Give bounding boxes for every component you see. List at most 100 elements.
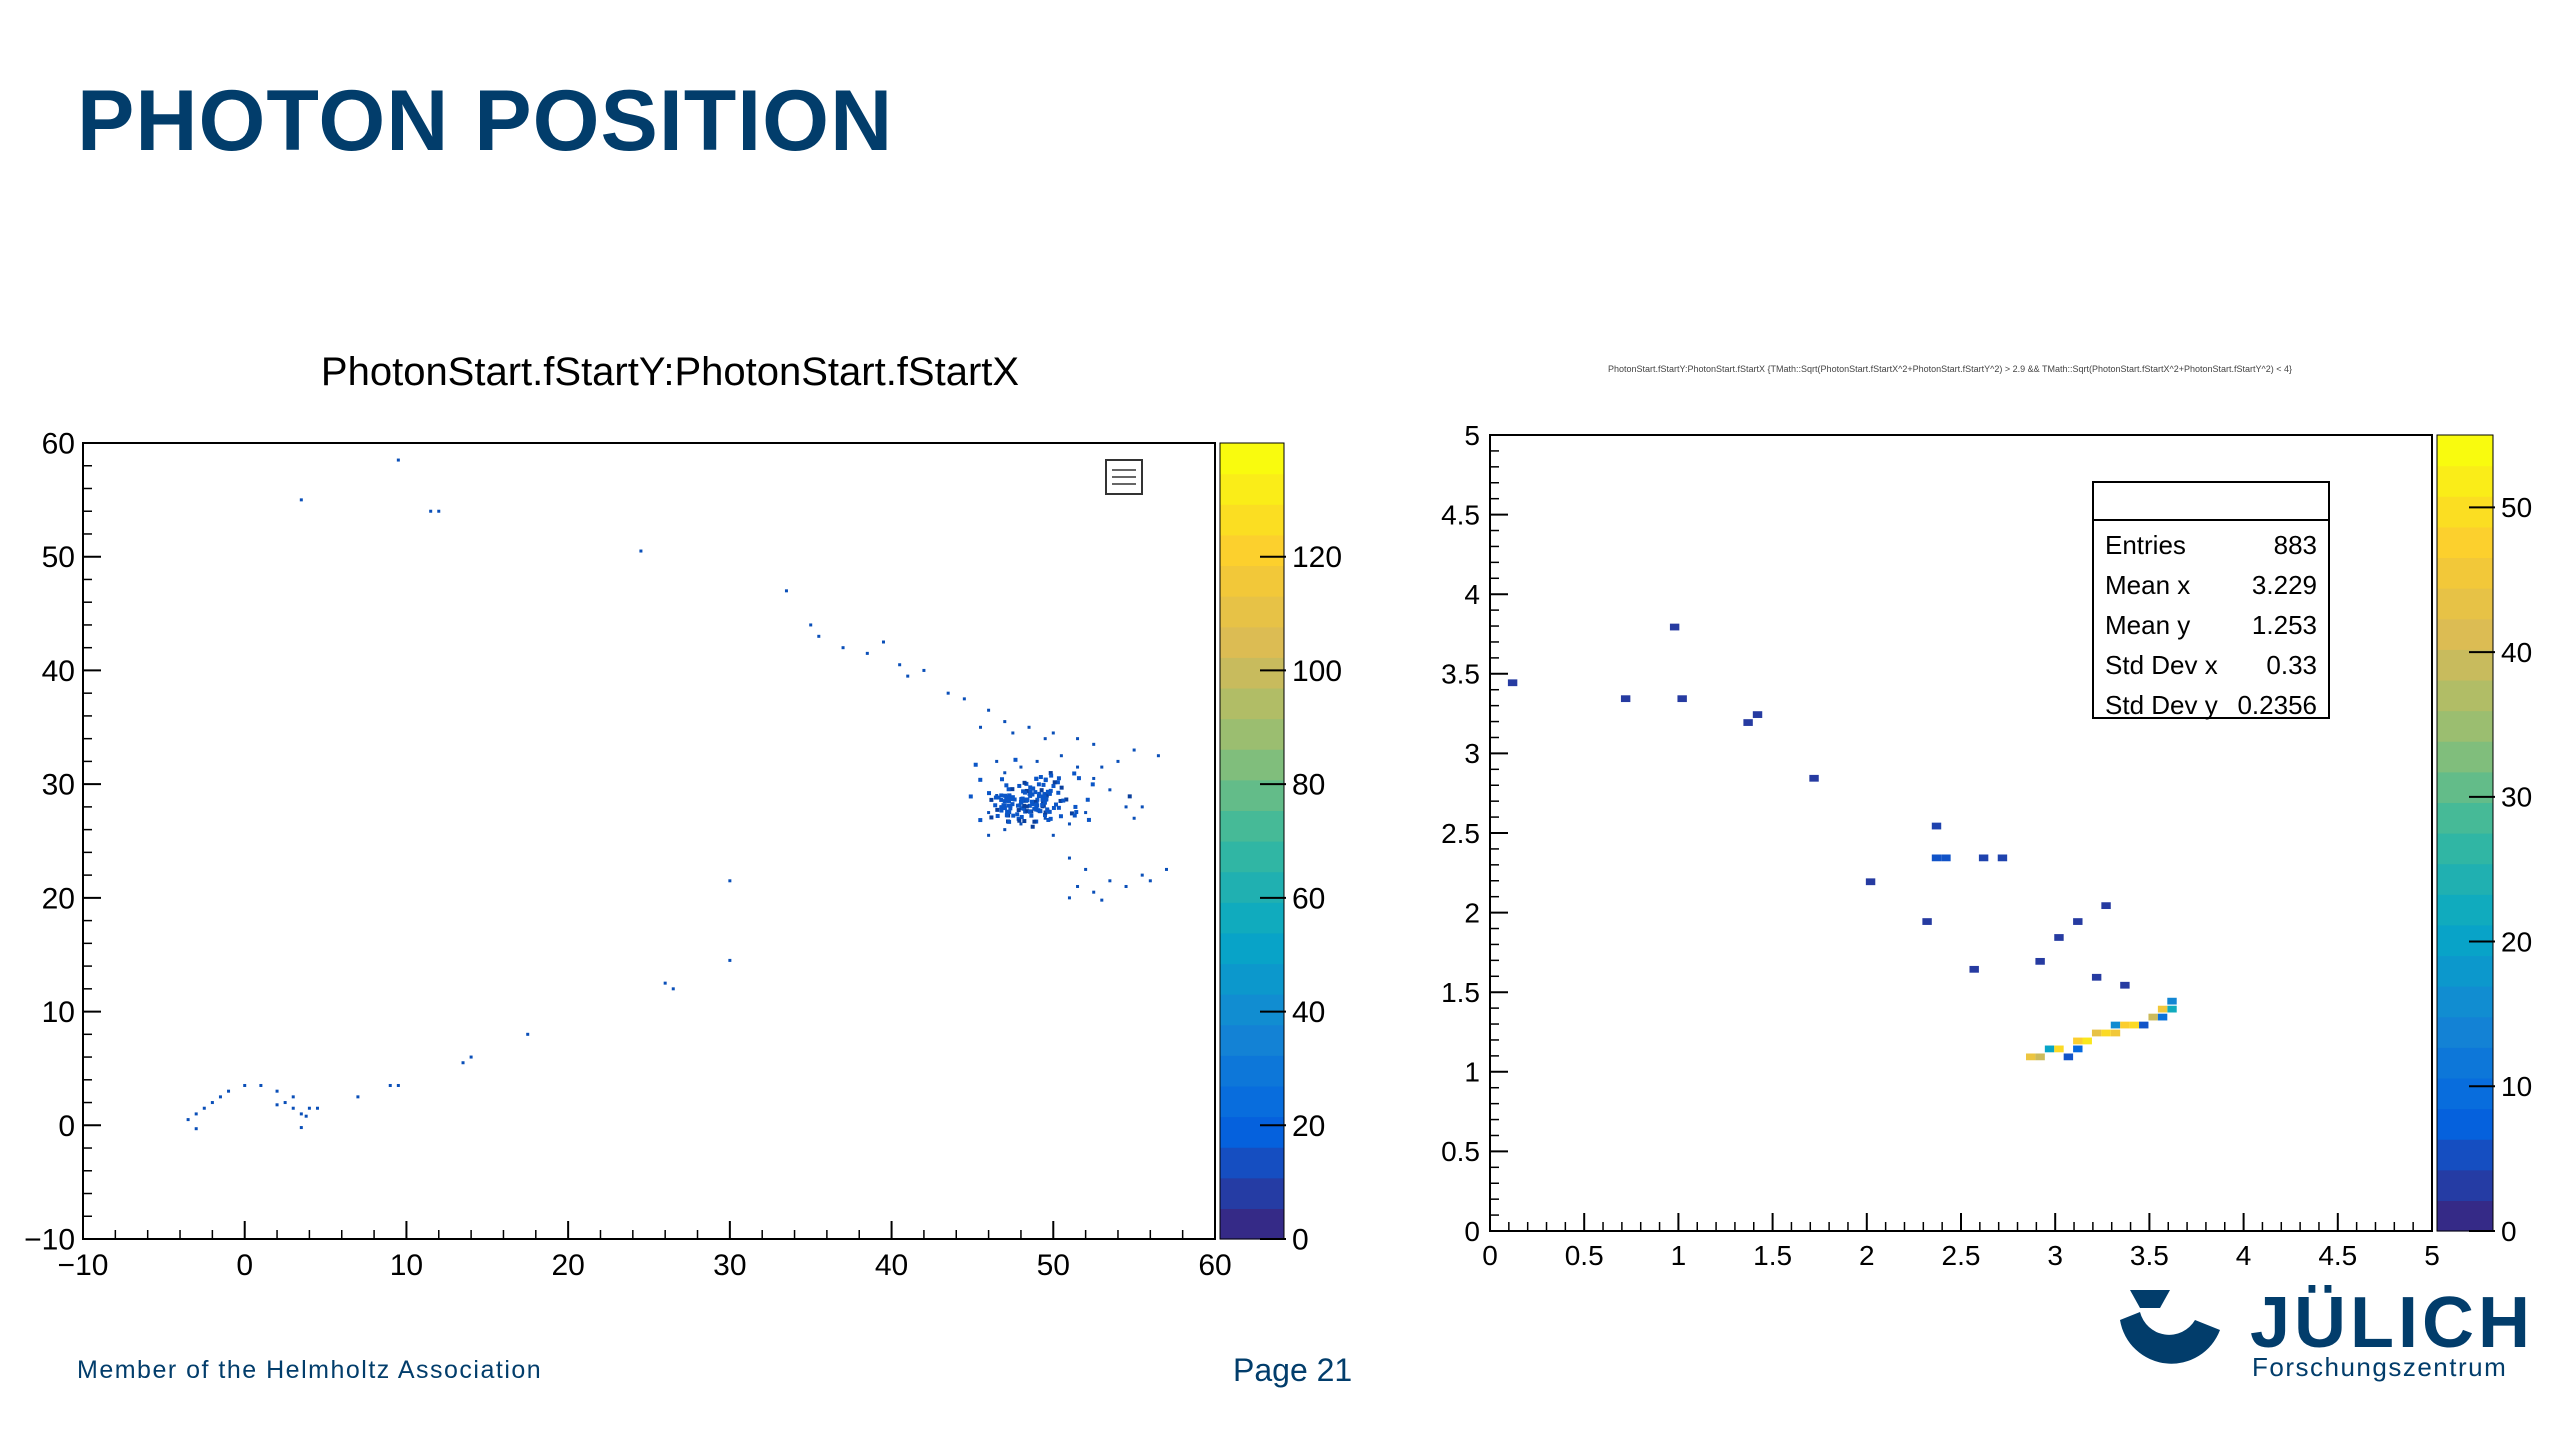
left-colorbar-segment <box>1220 1208 1284 1240</box>
right-x-tick-label: 4.5 <box>2318 1240 2357 1271</box>
left-data-point <box>1003 828 1007 832</box>
left-cluster-point <box>1061 798 1066 803</box>
left-cluster-point <box>1007 819 1012 824</box>
left-data-point <box>194 1112 198 1116</box>
left-cluster-point <box>1044 796 1049 801</box>
left-cluster-point <box>1005 809 1010 814</box>
left-data-point <box>1043 816 1047 820</box>
right-bin <box>2091 973 2102 981</box>
left-cluster-point <box>1074 810 1079 815</box>
right-x-tick-label: 1.5 <box>1753 1240 1792 1271</box>
left-data-point <box>784 589 788 593</box>
left-data-point <box>898 663 902 667</box>
left-data-point <box>1067 896 1071 900</box>
left-cluster-point <box>1030 824 1035 829</box>
left-colorbar-segment <box>1220 626 1284 658</box>
right-bin <box>1931 854 1942 862</box>
left-cluster-point <box>1043 777 1048 782</box>
left-data-point <box>210 1101 214 1105</box>
left-data-point <box>1043 737 1047 741</box>
left-x-tick-label: −10 <box>58 1249 109 1282</box>
left-x-tick-label: 0 <box>236 1249 253 1282</box>
right-bin <box>2035 957 2045 965</box>
left-data-point <box>259 1083 263 1087</box>
left-cluster-point <box>1019 800 1024 805</box>
stats-label: Mean y <box>2105 610 2190 640</box>
right-stats-box: Entries 883 Mean x 3.229 Mean y 1.253 Std Dev … <box>2092 481 2330 720</box>
right-bin <box>1865 878 1876 886</box>
right-x-tick-label: 3.5 <box>2130 1240 2169 1271</box>
left-cluster-point <box>1004 783 1009 788</box>
left-cluster-point <box>1027 809 1032 814</box>
left-cluster-point <box>996 795 1001 800</box>
right-x-tick-label: 4 <box>2236 1240 2252 1271</box>
left-data-point <box>437 509 441 513</box>
right-colorbar-segment <box>2437 649 2493 681</box>
right-x-tick-label: 5 <box>2424 1240 2440 1271</box>
right-y-tick-label: 0.5 <box>1441 1136 1480 1167</box>
left-data-point <box>1116 759 1120 763</box>
left-data-point <box>987 708 991 712</box>
left-cluster-point <box>995 813 1000 818</box>
left-cluster-point <box>1040 802 1045 807</box>
left-cluster-point <box>1004 797 1009 802</box>
right-colorbar-segment <box>2437 588 2493 620</box>
left-data-point <box>1051 833 1055 837</box>
left-colorbar-label: 120 <box>1292 541 1342 574</box>
left-data-point <box>987 811 991 815</box>
left-cluster-point <box>1007 798 1012 803</box>
right-bin <box>2073 1045 2083 1053</box>
left-data-point <box>1019 822 1023 826</box>
left-cluster-point <box>1039 788 1044 793</box>
right-bin <box>2120 981 2130 989</box>
left-cluster-point <box>978 818 983 823</box>
left-data-point <box>396 458 400 462</box>
left-data-point <box>356 1095 360 1099</box>
right-y-tick-label: 5 <box>1464 420 1480 451</box>
right-x-tick-label: 3 <box>2047 1240 2063 1271</box>
left-cluster-point <box>1007 810 1012 815</box>
left-cluster-point <box>1072 771 1077 776</box>
stats-label: Std Dev y <box>2105 690 2218 720</box>
left-cluster-point <box>1037 791 1042 796</box>
left-data-point <box>429 509 433 513</box>
right-colorbar-segment <box>2437 1200 2493 1232</box>
right-colorbar-label: 30 <box>2501 782 2532 813</box>
right-bin <box>2054 934 2064 941</box>
left-colorbar-segment <box>1220 841 1284 873</box>
left-cluster-point <box>1023 809 1028 814</box>
left-cluster-point <box>1034 802 1039 807</box>
left-cluster-point <box>1045 808 1050 813</box>
left-cluster-point <box>995 807 1000 812</box>
left-cluster-point <box>989 815 994 820</box>
left-data-point <box>1003 771 1007 775</box>
left-data-point <box>1003 720 1007 724</box>
left-cluster-point <box>1048 788 1053 793</box>
left-data-point <box>1108 879 1112 883</box>
left-data-point <box>307 1106 311 1110</box>
left-cluster-point <box>1076 776 1081 781</box>
left-colorbar-segment <box>1220 687 1284 720</box>
slide-title: PHOTON POSITION <box>77 73 894 169</box>
left-cluster-point <box>968 794 973 799</box>
left-data-point <box>946 691 950 695</box>
left-cluster-point <box>1040 794 1045 799</box>
left-x-tick-label: 60 <box>1198 1249 1231 1282</box>
left-cluster-point <box>1015 812 1020 817</box>
right-colorbar-label: 50 <box>2501 492 2532 523</box>
right-bin <box>2167 1005 2177 1013</box>
left-cluster-point <box>1032 819 1037 824</box>
left-data-point <box>728 879 732 883</box>
left-data-point <box>1092 890 1096 894</box>
left-colorbar-segment <box>1220 1147 1284 1179</box>
right-bin <box>1969 965 1979 973</box>
left-frame <box>82 442 1216 1240</box>
right-y-tick-label: 0 <box>1464 1216 1480 1247</box>
right-bin <box>2148 1013 2158 1021</box>
stats-value: 3.229 <box>2252 570 2317 600</box>
right-colorbar-label: 20 <box>2501 926 2532 957</box>
right-y-tick-label: 4 <box>1464 579 1480 610</box>
left-data-point <box>817 634 821 638</box>
left-cluster-point <box>1022 819 1027 824</box>
right-colorbar-segment <box>2437 465 2493 497</box>
